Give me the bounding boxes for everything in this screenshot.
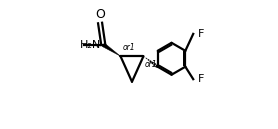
Text: H₂N: H₂N [80, 40, 101, 50]
Text: or1: or1 [123, 43, 136, 52]
Polygon shape [102, 43, 120, 56]
Text: O: O [95, 8, 105, 21]
Text: F: F [198, 29, 205, 39]
Text: or1: or1 [145, 60, 157, 69]
Text: F: F [198, 74, 205, 84]
